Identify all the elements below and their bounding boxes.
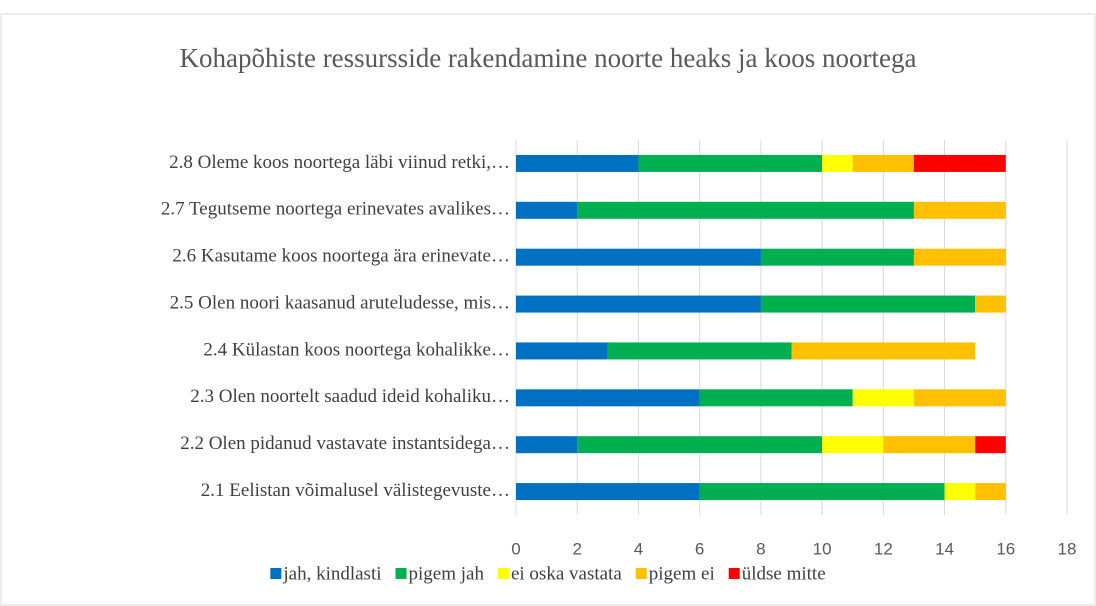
x-tick-label: 10 [813,539,832,558]
bar-segment [607,342,792,360]
bar-segment [913,154,1006,172]
x-tick-label: 12 [874,539,893,558]
chart-frame [0,13,1096,606]
y-tick-label: 2.5 Olen noori kaasanud aruteludesse, mi… [170,292,510,313]
bar-segment [883,436,976,454]
bar-segment [975,436,1006,454]
bar-segment [791,342,976,360]
legend-label: üldse mitte [742,563,826,584]
bar-segment [699,389,853,407]
bar-segment [516,295,761,313]
x-tick-label: 8 [756,539,765,558]
bar-segment [638,154,823,172]
bar-segment [577,436,823,454]
bar-segment [822,154,853,172]
bar-segment [516,342,608,360]
legend-swatch [497,568,509,579]
legend-label: ei oska vastata [511,563,622,584]
x-tick-label: 2 [572,539,581,558]
bar-segment [822,436,884,454]
bar-segment [975,295,1006,313]
x-tick-label: 16 [996,539,1015,558]
x-tick-label: 4 [634,539,643,558]
bar-segment [516,154,639,172]
y-tick-label: 2.3 Olen noortelt saadud ideid kohaliku… [190,386,510,407]
legend-swatch [395,568,407,579]
bar-segment [516,483,700,501]
bar-segment [699,483,945,501]
bar-segment [944,483,976,501]
y-tick-label: 2.1 Eelistan võimalusel välistegevuste… [201,480,510,501]
x-tick-label: 6 [695,539,704,558]
y-tick-label: 2.8 Oleme koos noortega läbi viinud retk… [169,152,510,173]
bar-segment [852,154,914,172]
bar-segment [760,295,976,313]
bar-segment [913,201,1006,219]
x-tick-label: 14 [935,539,954,558]
legend-label: pigem jah [409,563,485,584]
bar-segment [852,389,914,407]
bar-segment [516,389,700,407]
x-tick-label: 0 [511,539,520,558]
bar-segment [516,248,761,266]
bar-segment [913,389,1006,407]
x-tick-label: 18 [1058,539,1077,558]
y-tick-label: 2.4 Külastan koos noortega kohalikke… [203,339,510,360]
bar-segment [913,248,1006,266]
bar-segment [516,201,578,219]
bar-segment [577,201,914,219]
y-tick-label: 2.7 Tegutseme noortega erinevates avalik… [161,199,510,220]
bar-segment [516,436,578,454]
chart-title: Kohapõhiste ressursside rakendamine noor… [179,43,917,73]
bar-segment [760,248,914,266]
y-tick-label: 2.2 Olen pidanud vastavate instantsidega… [180,433,510,454]
legend-label: pigem ei [649,563,715,584]
legend-swatch [635,568,647,579]
legend-swatch [728,568,740,579]
bar-segment [975,483,1006,501]
legend-swatch [270,568,282,579]
legend-label: jah, kindlasti [282,563,381,584]
y-tick-label: 2.6 Kasutame koos noortega ära erinevate… [172,246,510,267]
